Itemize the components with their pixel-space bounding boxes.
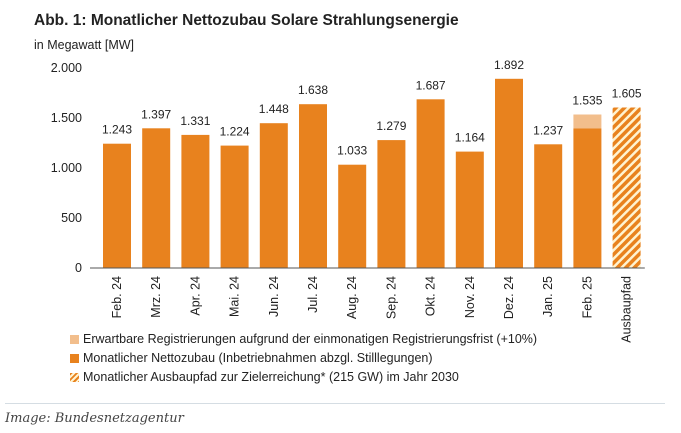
bar-net — [220, 145, 249, 268]
bar-net — [455, 151, 484, 268]
y-tick-label: 1.000 — [51, 161, 82, 175]
legend: Erwartbare Registrierungen aufgrund der … — [70, 330, 537, 387]
x-tick-label: Okt. 24 — [424, 276, 438, 316]
data-label: 1.033 — [337, 144, 367, 158]
x-tick-label: Dez. 24 — [502, 276, 516, 319]
data-label: 1.535 — [572, 94, 602, 108]
x-tick-label: Jan. 25 — [541, 276, 555, 317]
x-tick-label: Nov. 24 — [463, 276, 477, 318]
x-tick-label: Mai. 24 — [228, 276, 242, 317]
x-tick-label: Mrz. 24 — [149, 276, 163, 318]
bar-net — [377, 140, 406, 268]
y-tick-label: 1.500 — [51, 111, 82, 125]
bar-path — [612, 107, 641, 268]
legend-label: Erwartbare Registrierungen aufgrund der … — [83, 332, 538, 346]
legend-swatch-light — [70, 335, 79, 344]
legend-swatch-orange — [70, 354, 79, 363]
data-label: 1.279 — [376, 119, 406, 133]
bar-expected — [573, 114, 602, 129]
data-label: 1.892 — [494, 58, 524, 72]
bar-net — [534, 144, 563, 268]
legend-item-path: Monatlicher Ausbaupfad zur Zielerreichun… — [70, 368, 537, 387]
bar-net — [338, 164, 367, 268]
bar-net — [573, 128, 602, 268]
y-tick-label: 0 — [75, 261, 82, 275]
data-label: 1.687 — [416, 78, 446, 92]
legend-label: Monatlicher Nettozubau (Inbetriebnahmen … — [83, 351, 433, 365]
bar-net — [259, 123, 288, 268]
data-label: 1.605 — [612, 87, 642, 101]
bar-net — [103, 143, 131, 268]
data-label: 1.638 — [298, 83, 328, 97]
y-tick-label: 2.000 — [51, 61, 82, 75]
x-tick-label: Jul. 24 — [306, 276, 320, 313]
x-tick-label: Jun. 24 — [267, 276, 281, 317]
bar-net — [299, 104, 327, 268]
y-tick-label: 500 — [61, 211, 82, 225]
legend-item-net: Monatlicher Nettozubau (Inbetriebnahmen … — [70, 349, 537, 368]
data-label: 1.331 — [180, 114, 210, 128]
chart-title: Abb. 1: Monatlicher Nettozubau Solare St… — [34, 12, 459, 29]
x-tick-label: Aug. 24 — [345, 276, 359, 319]
data-label: 1.237 — [533, 123, 563, 137]
bar-net — [495, 78, 523, 268]
legend-item-expected: Erwartbare Registrierungen aufgrund der … — [70, 330, 537, 349]
bar-net — [416, 99, 445, 268]
bar-net — [181, 134, 210, 268]
x-tick-label: Sep. 24 — [384, 276, 398, 319]
data-label: 1.243 — [102, 123, 132, 137]
x-tick-label: Apr. 24 — [188, 276, 202, 316]
data-label: 1.164 — [455, 131, 485, 145]
y-axis-label: in Megawatt [MW] — [34, 38, 135, 52]
data-label: 1.224 — [220, 125, 250, 139]
data-label: 1.448 — [259, 102, 289, 116]
x-tick-label: Ausbaupfad — [620, 276, 634, 343]
bar-net — [142, 128, 171, 268]
x-tick-label: Feb. 24 — [110, 276, 124, 318]
legend-swatch-hatched — [70, 373, 79, 382]
image-caption: Image: Bundesnetzagentur — [5, 411, 184, 426]
x-tick-label: Feb. 25 — [580, 276, 594, 318]
legend-label: Monatlicher Ausbaupfad zur Zielerreichun… — [83, 370, 459, 384]
data-label: 1.397 — [141, 107, 171, 121]
divider — [5, 403, 665, 404]
